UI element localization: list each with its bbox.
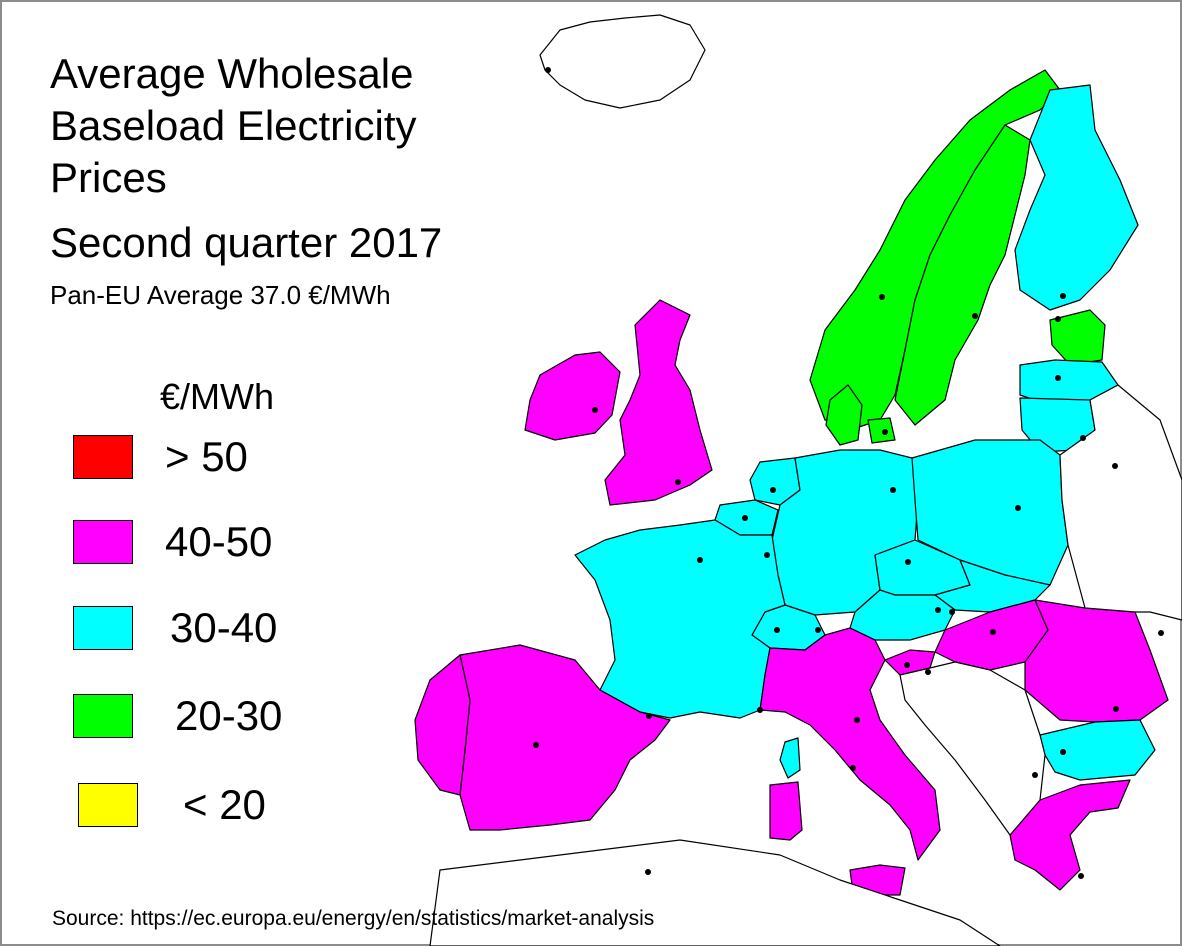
capital-dot — [890, 487, 896, 493]
region-slovenia — [884, 649, 936, 676]
capital-dot — [1080, 435, 1086, 441]
capital-dot — [990, 629, 996, 635]
capital-dot — [646, 713, 652, 719]
capital-dot — [972, 313, 978, 319]
capital-dot — [1060, 749, 1066, 755]
legend-item-30-40: 30-40 — [73, 604, 373, 652]
region-east — [1059, 384, 1182, 621]
source-note: Source: https://ec.europa.eu/energy/en/s… — [52, 907, 655, 930]
capital-dot — [770, 487, 776, 493]
capital-dot — [533, 742, 539, 748]
capital-dot — [935, 607, 941, 613]
legend-item-20-30: 20-30 — [73, 692, 373, 740]
title-line: Average Wholesale — [50, 50, 414, 97]
legend-label: < 20 — [183, 781, 266, 828]
capital-dot — [645, 869, 651, 875]
capital-dot — [850, 765, 856, 771]
region-north-africa — [429, 839, 1001, 946]
region-balkans — [899, 661, 1046, 836]
capital-dot — [1055, 375, 1061, 381]
legend-swatch — [73, 435, 133, 479]
map-title: Average Wholesale Baseload Electricity P… — [50, 48, 417, 204]
legend-label: 40-50 — [165, 518, 273, 565]
region-poland — [911, 439, 1069, 586]
legend-swatch — [78, 783, 138, 827]
title-line: Baseload Electricity — [50, 102, 417, 149]
region-denmark-islands — [867, 417, 896, 444]
capital-dot — [592, 407, 598, 413]
capital-dots — [533, 67, 1164, 879]
region-italy — [759, 627, 941, 861]
capital-dot — [764, 552, 770, 558]
legend-item-over-50: > 50 — [73, 433, 373, 481]
capital-dot — [1015, 505, 1021, 511]
capital-dot — [882, 429, 888, 435]
capital-dot — [905, 559, 911, 565]
capital-dot — [925, 669, 931, 675]
region-ireland — [524, 351, 621, 441]
capital-dot — [815, 627, 821, 633]
capital-dot — [854, 717, 860, 723]
region-corsica — [779, 737, 801, 779]
region-romania — [1024, 599, 1169, 723]
capital-dot — [879, 294, 885, 300]
pan-eu-average: Pan-EU Average 37.0 €/MWh — [50, 280, 391, 310]
legend-item-under-20: < 20 — [73, 781, 373, 829]
capital-dot — [1032, 772, 1038, 778]
capital-dot — [545, 67, 551, 73]
region-bulgaria — [1039, 719, 1156, 781]
region-denmark — [825, 384, 863, 446]
legend-swatch — [73, 694, 133, 738]
capital-dot — [949, 609, 955, 615]
capital-dot — [774, 627, 780, 633]
legend-swatch — [73, 606, 133, 650]
title-line: Prices — [50, 154, 167, 201]
legend-unit: €/MWh — [160, 376, 275, 417]
capital-dot — [1060, 293, 1066, 299]
legend-item-40-50: 40-50 — [73, 518, 373, 566]
region-finland — [1014, 84, 1139, 311]
map-subtitle: Second quarter 2017 — [50, 219, 443, 266]
region-france — [574, 519, 786, 719]
capital-dot — [1158, 630, 1164, 636]
capital-dot — [675, 479, 681, 485]
region-sweden — [894, 124, 1031, 426]
capital-dot — [1078, 873, 1084, 879]
capital-dot — [1055, 316, 1061, 322]
region-greece — [1009, 779, 1131, 891]
region-iceland — [539, 14, 706, 109]
region-estonia — [1049, 309, 1106, 366]
region-great-britain — [604, 299, 713, 506]
capital-dot — [742, 515, 748, 521]
region-sardinia — [769, 781, 803, 841]
capital-dot — [904, 662, 910, 668]
region-portugal — [414, 654, 471, 796]
capital-dot — [1113, 706, 1119, 712]
legend-label: > 50 — [165, 433, 248, 480]
legend-swatch — [73, 520, 133, 564]
legend-label: 30-40 — [170, 604, 278, 651]
capital-dot — [757, 707, 763, 713]
capital-dot — [1112, 463, 1118, 469]
capital-dot — [697, 557, 703, 563]
legend-label: 20-30 — [175, 692, 283, 739]
